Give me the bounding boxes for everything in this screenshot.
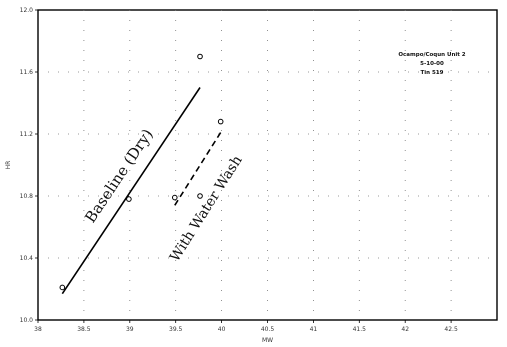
y-tick-label: 10.0 bbox=[20, 317, 34, 324]
data-point bbox=[59, 284, 66, 291]
x-tick-label: 41.5 bbox=[353, 326, 367, 333]
legend-line: Ocampo/Coqun Unit 2 bbox=[398, 52, 465, 58]
y-tick-label: 10.8 bbox=[20, 193, 34, 200]
x-tick-label: 42.5 bbox=[444, 326, 458, 333]
x-tick-label: 38 bbox=[34, 326, 42, 333]
y-tick-label: 11.6 bbox=[20, 69, 34, 76]
series-fit-line bbox=[174, 132, 222, 206]
y-tick-label: 12.0 bbox=[20, 7, 34, 14]
data-point bbox=[171, 194, 178, 201]
data-point bbox=[217, 118, 224, 125]
data-point bbox=[126, 196, 132, 202]
series-fit-line bbox=[61, 87, 201, 295]
x-tick-label: 38.5 bbox=[77, 326, 91, 333]
x-tick-label: 40 bbox=[218, 326, 226, 333]
x-tick-label: 41 bbox=[310, 326, 318, 333]
legend-line: Tin 519 bbox=[421, 70, 444, 76]
plot-frame bbox=[37, 9, 498, 321]
x-tick-label: 39 bbox=[126, 326, 134, 333]
legend-line: 5-10-00 bbox=[420, 61, 444, 67]
y-axis-label: HR bbox=[5, 161, 12, 170]
y-tick-label: 10.4 bbox=[20, 255, 34, 262]
x-tick-label: 42 bbox=[401, 326, 409, 333]
y-tick-label: 11.2 bbox=[20, 131, 34, 138]
x-axis-label: MW bbox=[262, 337, 273, 344]
data-point bbox=[197, 53, 203, 60]
x-tick-label: 40.5 bbox=[261, 326, 275, 333]
data-point bbox=[197, 193, 203, 199]
x-tick-label: 39.5 bbox=[169, 326, 183, 333]
